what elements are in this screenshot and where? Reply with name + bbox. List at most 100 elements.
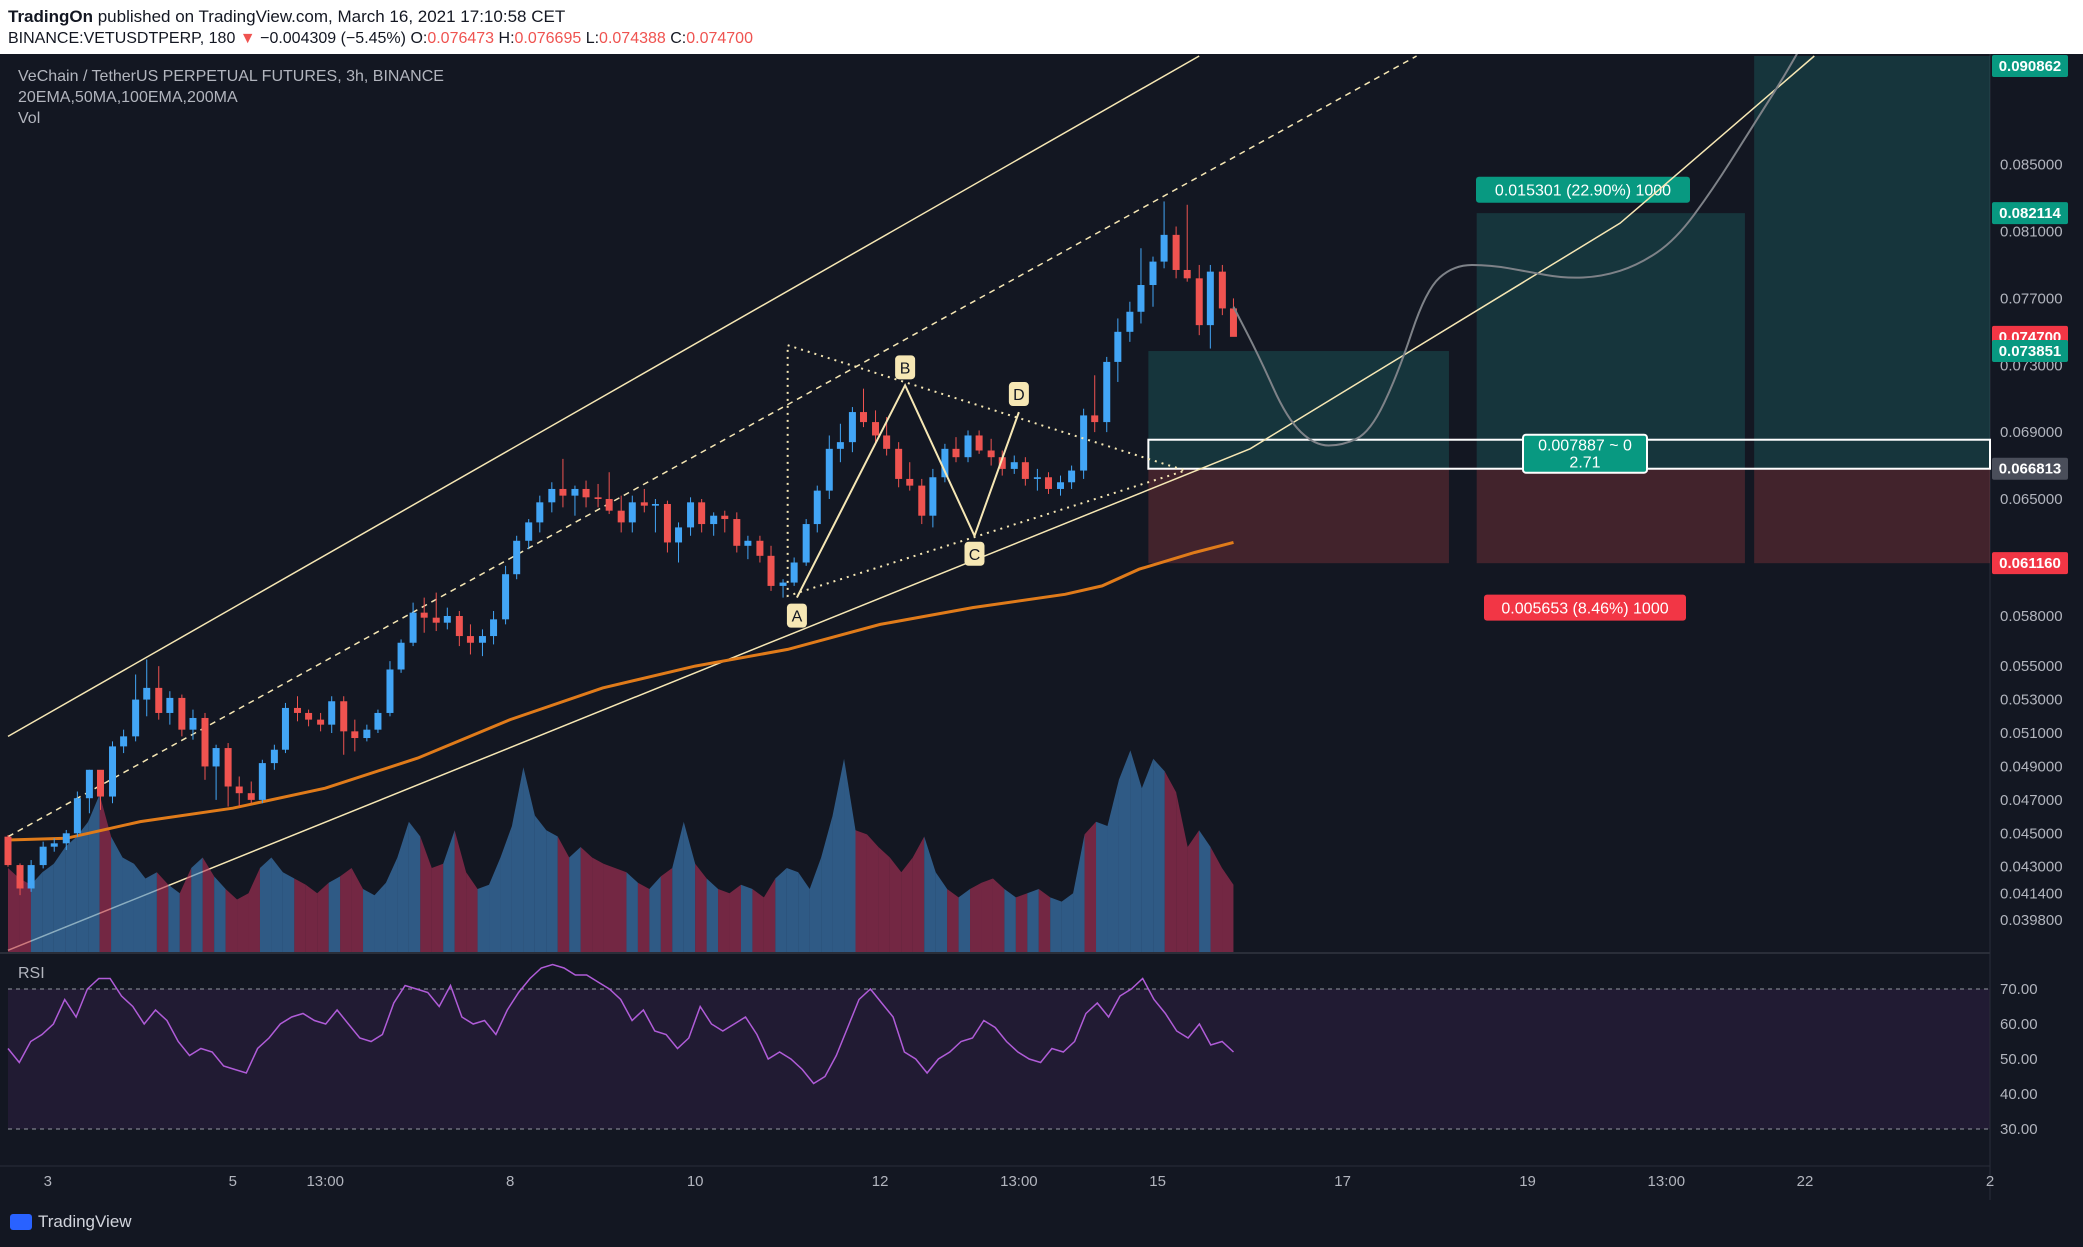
rsi-tick-label: 50.00 <box>2000 1051 2038 1068</box>
risk-label: 0.007887 ~ 0 <box>1538 438 1632 455</box>
ohlc-line: BINANCE:VETUSDTPERP, 180 ▼ −0.004309 (−5… <box>8 30 753 48</box>
candle-body <box>1137 285 1145 312</box>
candle-body <box>62 833 70 844</box>
candle-body <box>340 701 348 732</box>
brand-name: TradingView <box>38 1212 132 1231</box>
candle-body <box>1172 234 1180 270</box>
price-marker-label: 0.073851 <box>1999 343 2062 360</box>
volume-bar <box>30 872 43 952</box>
candle-body <box>710 515 718 525</box>
indicator-list[interactable]: 20EMA,50MA,100EMA,200MA <box>18 89 238 106</box>
candle-body <box>929 477 937 516</box>
candle-body <box>39 846 47 866</box>
candle-body <box>305 712 313 720</box>
volume-bar <box>889 857 902 952</box>
volume-bar <box>557 836 570 952</box>
axes: 70.00 60.00 50.00 40.00 30.00 0.085000 0.08100… <box>44 55 2068 1190</box>
chart-canvas[interactable]: 0.015301 (22.90%) 1000 0.005653 (8.46%) 1… <box>0 54 2083 1200</box>
volume-bar <box>752 889 764 952</box>
publish-line: TradingOn published on TradingView.com, … <box>8 7 565 27</box>
candle-body <box>605 498 613 511</box>
candle-body <box>1010 462 1018 469</box>
candle-body <box>1160 234 1168 262</box>
volume-bar <box>981 878 993 952</box>
volume-bar <box>145 872 157 952</box>
published-info: published on TradingView.com, March 16, … <box>93 7 566 26</box>
loss-zone <box>1148 468 1449 564</box>
price-marker-bg <box>1992 340 2068 363</box>
price-tick-label: 0.058000 <box>2000 608 2063 625</box>
moving-average <box>7 540 1234 842</box>
change: −0.004309 (−5.45%) <box>260 30 406 47</box>
parallel-channel[interactable] <box>7 55 1815 951</box>
candle-body <box>281 707 289 750</box>
price-tick-label: 0.055000 <box>2000 658 2063 675</box>
candle-body <box>1080 415 1088 471</box>
channel-mid-line <box>7 55 1417 838</box>
rsi-tick-label: 70.00 <box>2000 981 2038 998</box>
volume-bar <box>1187 830 1200 952</box>
volume-bar <box>626 872 638 952</box>
volume-bar <box>718 889 730 952</box>
volume-bar <box>603 863 616 952</box>
candle-body <box>1195 278 1203 326</box>
volume-bar <box>1096 821 1108 952</box>
candle-body <box>374 712 382 730</box>
volume-bar <box>615 868 627 952</box>
candle-body <box>651 504 659 506</box>
volume-bar <box>924 836 936 952</box>
publish-header: TradingOn published on TradingView.com, … <box>0 0 2083 54</box>
candle-body <box>1057 482 1065 489</box>
candle-body <box>987 450 995 458</box>
volume-bar <box>1027 889 1039 952</box>
candle-body <box>548 488 556 503</box>
volume-bar <box>305 884 318 952</box>
volume-bar <box>844 758 856 952</box>
volume-bar <box>878 847 890 952</box>
candle-body <box>1033 477 1041 479</box>
volume-bar <box>282 872 295 952</box>
abcd-line <box>796 383 1020 599</box>
footer: TradingView <box>0 1200 2083 1247</box>
target-label: 0.015301 (22.90%) 1000 <box>1495 183 1671 200</box>
rsi-tick-label: 60.00 <box>2000 1016 2038 1033</box>
volume-bar <box>19 878 31 952</box>
candle-body <box>617 510 625 523</box>
volume-bar <box>901 857 913 952</box>
price-projection[interactable] <box>1232 54 1814 447</box>
volume-bar <box>351 868 364 952</box>
price-tick-label: 0.047000 <box>2000 792 2063 809</box>
volume-bar <box>374 882 386 952</box>
abcd-pattern[interactable]: A B C D <box>786 343 1189 628</box>
volume-bar <box>328 876 341 952</box>
volume-bar <box>259 857 272 952</box>
volume-bar <box>42 863 54 952</box>
volume-bar <box>660 868 673 952</box>
chart-background <box>0 54 2083 1200</box>
volume-bar <box>511 767 524 952</box>
candle-body <box>16 865 24 889</box>
candle-body <box>640 502 648 506</box>
candle-body <box>1218 271 1226 309</box>
candle-body <box>1044 477 1052 489</box>
candle-body <box>687 502 695 528</box>
candle-body <box>675 527 683 543</box>
tradingview-logo[interactable]: TradingView <box>10 1212 132 1232</box>
volume-bar <box>866 834 879 952</box>
price-marker-bg <box>1992 457 2068 480</box>
symbol: BINANCE:VETUSDTPERP, 180 <box>8 30 236 47</box>
volume-label[interactable]: Vol <box>18 110 41 127</box>
candle-body <box>85 769 93 799</box>
rsi-tick-label: 30.00 <box>2000 1121 2038 1138</box>
volume-bar <box>947 889 959 952</box>
candle-body <box>513 540 521 575</box>
candle-body <box>432 617 440 623</box>
rsi-band <box>8 989 1990 1129</box>
candle-body <box>744 540 752 546</box>
down-arrow-icon: ▼ <box>239 30 256 47</box>
candle-body <box>790 562 798 583</box>
price-marker-bg <box>1992 202 2068 225</box>
volume-bar <box>695 863 707 952</box>
author[interactable]: TradingOn <box>8 7 93 26</box>
tradingview-logo-icon <box>10 1214 32 1230</box>
